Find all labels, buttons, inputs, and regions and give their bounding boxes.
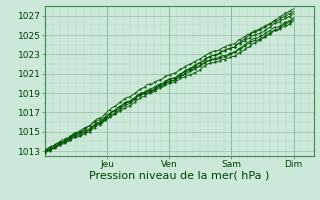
X-axis label: Pression niveau de la mer( hPa ): Pression niveau de la mer( hPa ) [89, 171, 269, 181]
